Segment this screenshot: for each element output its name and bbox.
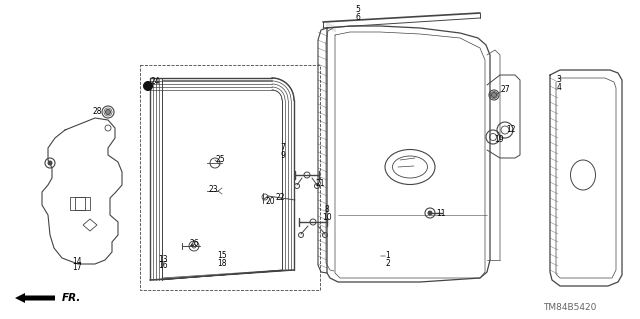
Bar [75,197,85,210]
Circle shape [48,161,52,165]
Text: 25: 25 [215,155,225,165]
Circle shape [428,211,432,215]
Text: 21: 21 [316,179,324,188]
Bar [70,197,90,210]
FancyArrow shape [15,293,55,303]
Text: 7: 7 [280,144,285,152]
Text: 19: 19 [494,136,504,145]
Text: 23: 23 [208,184,218,194]
Text: TM84B5420: TM84B5420 [543,303,596,313]
Text: 16: 16 [158,262,168,271]
Text: 27: 27 [500,85,510,94]
Circle shape [106,109,111,115]
Text: 17: 17 [72,263,82,272]
Text: 15: 15 [217,250,227,259]
Text: 6: 6 [356,12,360,21]
Text: 20: 20 [265,197,275,206]
Text: 11: 11 [436,209,445,218]
Text: 28: 28 [92,107,102,115]
Text: 4: 4 [557,83,561,92]
Text: 10: 10 [322,212,332,221]
Text: 9: 9 [280,151,285,160]
Text: FR.: FR. [62,293,81,303]
Text: 1: 1 [386,251,390,261]
Text: 22: 22 [275,194,285,203]
Text: 18: 18 [217,258,227,268]
Text: 12: 12 [506,125,516,135]
Text: 2: 2 [386,258,390,268]
Circle shape [143,81,152,91]
Text: 14: 14 [72,256,82,265]
Text: 8: 8 [324,205,330,214]
Bar [140,65,320,290]
Text: 13: 13 [158,255,168,263]
Text: 26: 26 [189,240,199,249]
Text: 5: 5 [356,5,360,14]
Circle shape [492,93,497,98]
Text: 3: 3 [557,76,561,85]
Text: 24: 24 [150,78,160,86]
